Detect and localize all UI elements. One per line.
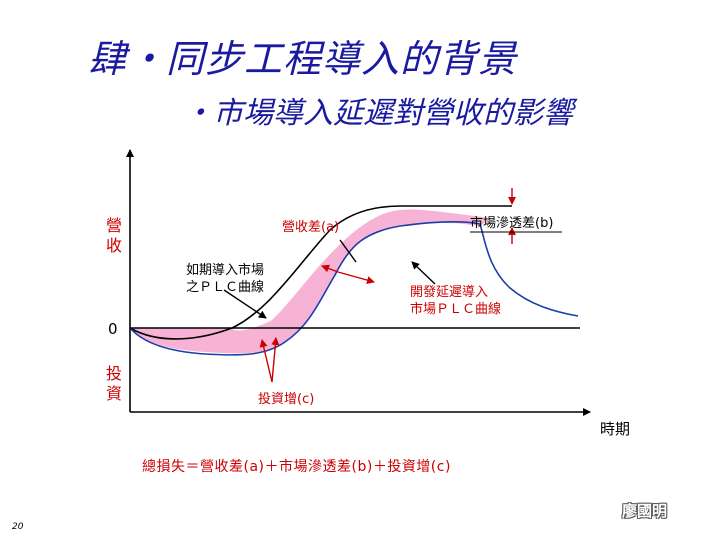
delayed-plc-label: 開發延遲導入 市場ＰＬＣ曲線 xyxy=(410,285,502,317)
revenue-gap-area xyxy=(130,209,492,354)
total-loss-formula: 總損失＝營收差(a)＋市場滲透差(b)＋投資增(c) xyxy=(142,459,451,475)
author-name: 廖國明 xyxy=(622,502,668,520)
page-title: 肆・同步工程導入的背景 xyxy=(88,37,518,81)
y-axis-revenue-label: 營 收 xyxy=(106,216,122,256)
revenue-diff-arrow-right xyxy=(337,271,375,284)
revenue-diff-leader xyxy=(339,239,357,263)
y-axis-investment-label: 投 資 xyxy=(106,364,122,404)
delayed-plc-leader xyxy=(411,261,436,285)
early-plc-leader xyxy=(223,289,267,319)
investment-arrow-2 xyxy=(271,337,280,383)
early-plc-label: 如期導入市場 之ＰＬＣ曲線 xyxy=(186,263,265,295)
revenue-diff-label: 營收差(a) xyxy=(282,220,340,235)
y-axis-investment-char-1: 投 xyxy=(106,364,123,383)
investment-increase-label: 投資增(c) xyxy=(258,392,315,407)
delayed-plc-curve xyxy=(129,221,579,356)
y-axis-revenue-char-2: 收 xyxy=(106,236,123,255)
early-plc-curve xyxy=(129,205,512,340)
penetration-diff-label: 市場滲透差(b) xyxy=(470,216,554,231)
x-axis-label: 時期 xyxy=(600,420,631,438)
zero-label: 0 xyxy=(108,320,118,338)
y-axis-investment-char-2: 資 xyxy=(106,384,123,403)
revenue-diff-arrow-left xyxy=(321,264,339,273)
investment-arrow-1 xyxy=(259,339,273,383)
page-number: 20 xyxy=(12,522,24,532)
page-subtitle: ・市場導入延遲對營收的影響 xyxy=(183,96,573,131)
y-axis-revenue-char-1: 營 xyxy=(106,216,123,235)
